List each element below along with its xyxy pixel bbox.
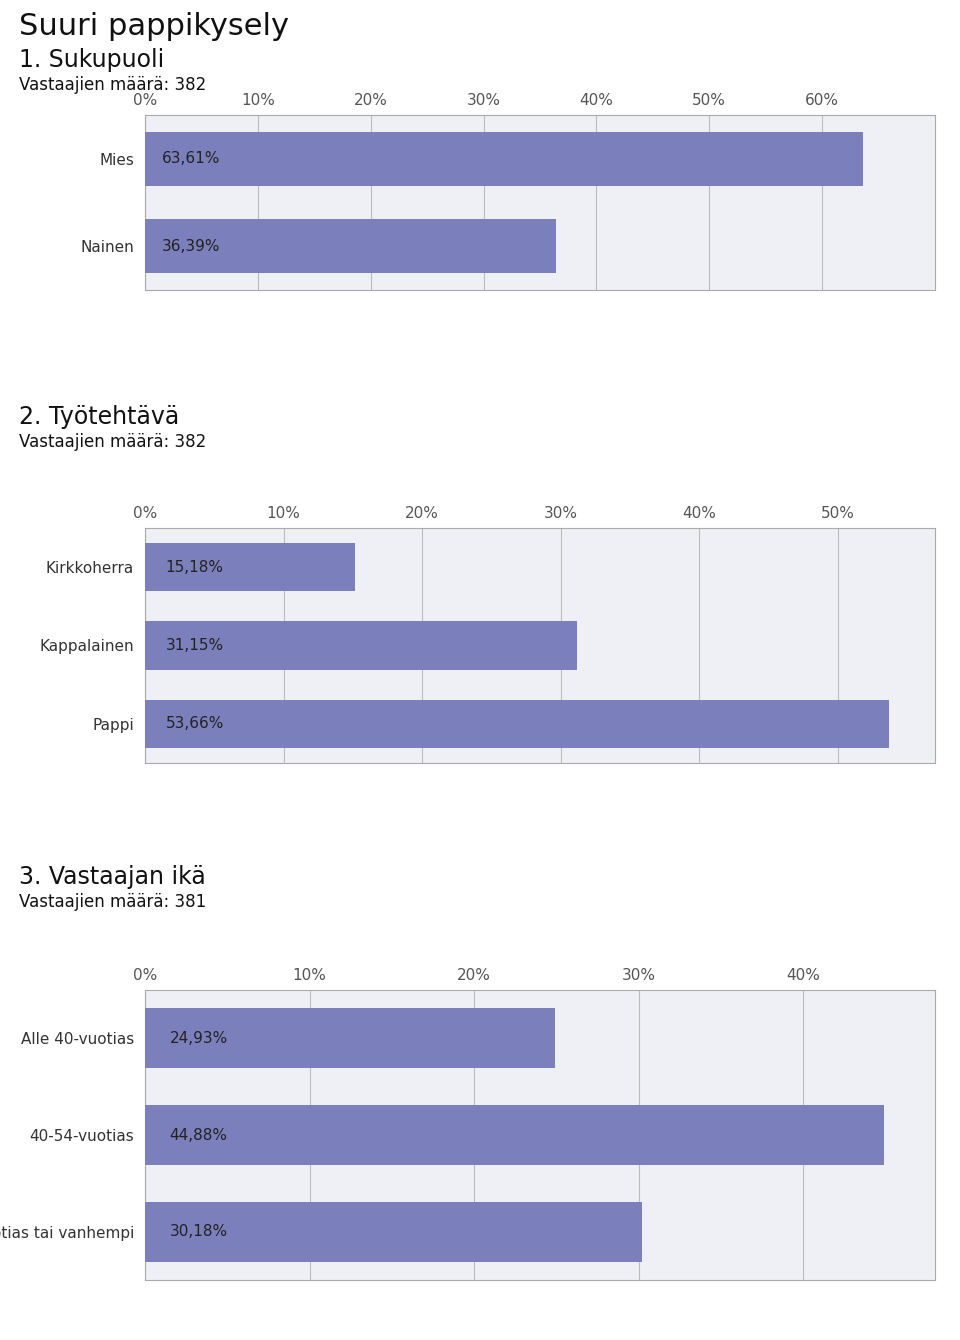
Text: 36,39%: 36,39% xyxy=(162,239,221,253)
Bar xyxy=(145,1202,641,1262)
Bar xyxy=(145,1106,883,1164)
Text: 1. Sukupuoli: 1. Sukupuoli xyxy=(19,48,164,72)
Bar xyxy=(145,699,889,748)
Bar xyxy=(145,220,556,273)
Text: 44,88%: 44,88% xyxy=(170,1127,228,1143)
Bar xyxy=(145,131,863,186)
Text: 3. Vastaajan ikä: 3. Vastaajan ikä xyxy=(19,866,206,888)
Text: Vastaajien määrä: 381: Vastaajien määrä: 381 xyxy=(19,892,206,911)
Text: Suuri pappikysely: Suuri pappikysely xyxy=(19,12,289,42)
Bar xyxy=(145,1009,555,1068)
Text: 31,15%: 31,15% xyxy=(166,638,224,653)
Text: 24,93%: 24,93% xyxy=(170,1030,228,1045)
Text: 2. Työtehtävä: 2. Työtehtävä xyxy=(19,405,180,429)
Text: 30,18%: 30,18% xyxy=(170,1225,228,1240)
Text: Vastaajien määrä: 382: Vastaajien määrä: 382 xyxy=(19,433,206,452)
Text: Vastaajien määrä: 382: Vastaajien määrä: 382 xyxy=(19,76,206,94)
Bar xyxy=(145,543,355,591)
Bar xyxy=(145,622,577,670)
Text: 53,66%: 53,66% xyxy=(166,717,225,732)
Text: 63,61%: 63,61% xyxy=(162,151,220,166)
Text: 15,18%: 15,18% xyxy=(166,560,224,575)
